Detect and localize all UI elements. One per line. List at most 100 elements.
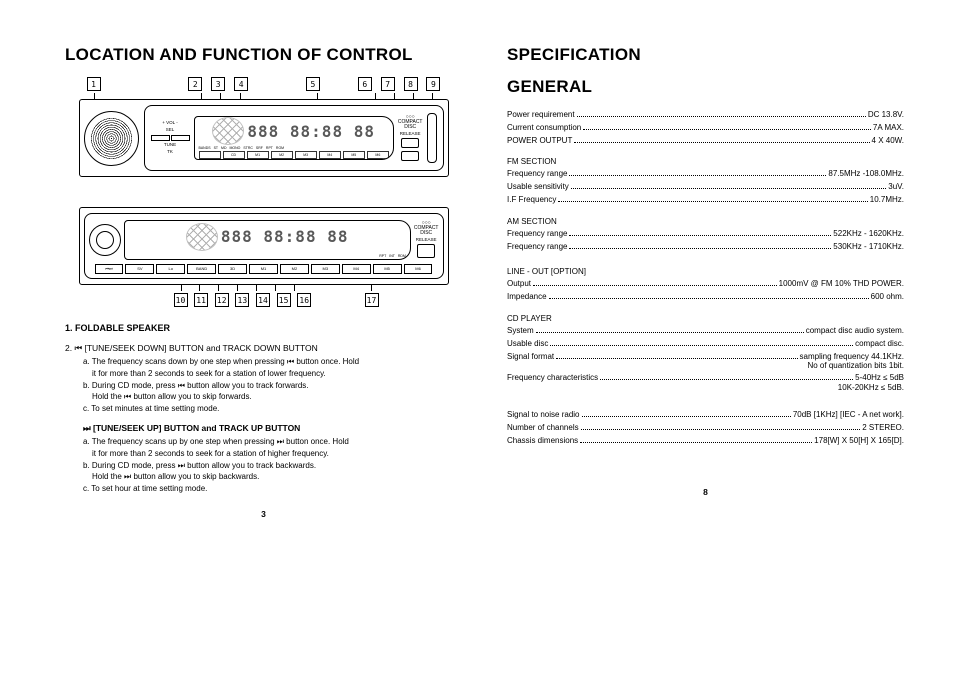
foldable-speaker-icon: [84, 111, 139, 166]
tune-up-button: [171, 135, 190, 141]
cd-logo: ○○○COMPACTDISC: [398, 115, 423, 130]
left-title: LOCATION AND FUNCTION OF CONTROL: [65, 45, 462, 65]
spec-label: Power requirement: [507, 109, 575, 122]
callout: 11: [194, 293, 208, 307]
front-panel: + VOL - SEL TUNE TK 888 88:88 88 B: [144, 105, 444, 171]
spec-row: Signal to noise radio70dB [1KHz] [IEC - …: [507, 409, 904, 422]
spec-label: Chassis dimensions: [507, 435, 578, 448]
callout: 10: [174, 293, 188, 307]
leader-dots: [581, 423, 861, 430]
callout: 6: [358, 77, 372, 91]
spec-label: Signal format: [507, 351, 554, 364]
lcd-display-2: 888 88:88 88 RPT INT RDM: [124, 220, 411, 260]
cd-slot-icon: [427, 113, 437, 163]
panel-button: 3D: [218, 264, 247, 274]
page-number: 8: [507, 487, 904, 497]
general-title: GENERAL: [507, 77, 904, 97]
body-text: it for more than 2 seconds to seek for a…: [65, 449, 462, 460]
section-header: LINE - OUT [OPTION]: [507, 267, 904, 276]
left-button-cluster: + VOL - SEL TUNE TK: [151, 121, 190, 155]
car-stereo-front-view: 888 88:88 88 RPT INT RDM ○○○COMPACTDISC …: [79, 207, 449, 285]
section-header: CD PLAYER: [507, 314, 904, 323]
preset-row: CD M1 M2 M3 M4 M5 M6: [195, 151, 393, 159]
mu-button: [401, 138, 419, 148]
body-text: c. To set hour at time setting mode.: [65, 484, 462, 495]
spec-label: Number of channels: [507, 422, 579, 435]
leader-dots: [583, 123, 871, 130]
spec-row: Number of channels 2 STEREO.: [507, 422, 904, 435]
spec-value: 4 X 40W.: [872, 135, 904, 148]
tick-row-bottom: [79, 285, 449, 291]
body-text: it for more than 2 seconds to seek for a…: [65, 369, 462, 380]
cd-logo: ○○○COMPACTDISC: [414, 221, 439, 236]
spec-block: Output1000mV @ FM 10% THD POWER.Impedanc…: [507, 278, 904, 304]
spec-value: compact disc.: [855, 338, 904, 351]
spec-label: Output: [507, 278, 531, 291]
panel-button: M2: [280, 264, 309, 274]
left-column: LOCATION AND FUNCTION OF CONTROL 1 2 3 4…: [65, 45, 462, 656]
callout: 4: [234, 77, 248, 91]
me-button: [401, 151, 419, 161]
spec-label: Usable disc: [507, 338, 548, 351]
leader-dots: [580, 436, 812, 443]
panel-button: M1: [249, 264, 278, 274]
spec-value: 7A MAX.: [873, 122, 904, 135]
panel-button: BAND: [187, 264, 216, 274]
spec-row: Usable disc compact disc.: [507, 338, 904, 351]
callout: 3: [211, 77, 225, 91]
seven-segment: 888 88:88 88: [247, 122, 375, 141]
front-panel-2: 888 88:88 88 RPT INT RDM ○○○COMPACTDISC …: [84, 213, 444, 279]
panel-button: ⏮⏭: [95, 264, 124, 274]
spec-row: Current consumption7A MAX.: [507, 122, 904, 135]
leader-dots: [533, 279, 777, 286]
body-text: a. The frequency scans down by one step …: [65, 357, 462, 368]
callout: 5: [306, 77, 320, 91]
volume-knob: [89, 224, 121, 256]
right-column: SPECIFICATION GENERAL Power requirementD…: [507, 45, 904, 656]
panel-button: M5: [373, 264, 402, 274]
spec-label: Frequency range: [507, 168, 567, 181]
spec-block: Systemcompact disc audio system.Usable d…: [507, 325, 904, 363]
spec-block: Signal to noise radio70dB [1KHz] [IEC - …: [507, 409, 904, 447]
section-header: AM SECTION: [507, 217, 904, 226]
spec-value: 2 STEREO.: [862, 422, 904, 435]
spec-label: System: [507, 325, 534, 338]
diagram-container: 1 2 3 4 5 6 7 8 9 + VOL - SEL: [79, 77, 449, 307]
spec-list: Power requirement DC 13.8V.Current consum…: [507, 109, 904, 447]
callout: 15: [277, 293, 291, 307]
leader-dots: [582, 410, 791, 417]
panel-button: M4: [342, 264, 371, 274]
spec-value: 178[W] X 50[H] X 165[D].: [814, 435, 904, 448]
leader-dots: [577, 110, 866, 117]
spec-value: 87.5MHz -108.0MHz.: [828, 168, 904, 181]
leader-dots: [569, 169, 826, 176]
leader-dots: [571, 182, 886, 189]
leader-dots: [549, 292, 869, 299]
item-heading: ⏭ [TUNE/SEEK UP] BUTTON and TRACK UP BUT…: [65, 423, 462, 434]
spec-row: Frequency range530KHz - 1710KHz.: [507, 241, 904, 254]
body-text: b. During CD mode, press ⏮ button allow …: [65, 381, 462, 392]
callout: 13: [235, 293, 249, 307]
spec-row: Systemcompact disc audio system.: [507, 325, 904, 338]
leader-dots: [569, 242, 831, 249]
spec-row: Power requirement DC 13.8V.: [507, 109, 904, 122]
body-text: a. The frequency scans up by one step wh…: [65, 437, 462, 448]
callout: 12: [215, 293, 229, 307]
spec-row: POWER OUTPUT4 X 40W.: [507, 135, 904, 148]
spec-label: Signal to noise radio: [507, 409, 580, 422]
callout: 8: [404, 77, 418, 91]
indicator-row: RPT INT RDM: [125, 253, 410, 259]
callout: 7: [381, 77, 395, 91]
spec-value: DC 13.8V.: [868, 109, 904, 122]
spec-note: No of quantization bits 1bit.: [507, 361, 904, 371]
spec-row: I.F Frequency10.7MHz.: [507, 194, 904, 207]
item-heading: 2. ⏮ [TUNE/SEEK DOWN] BUTTON and TRACK D…: [65, 343, 462, 354]
leader-dots: [558, 195, 867, 202]
spec-value: 530KHz - 1710KHz.: [833, 241, 904, 254]
spec-row: Frequency range 87.5MHz -108.0MHz.: [507, 168, 904, 181]
leader-dots: [600, 373, 853, 380]
spec-value: 600 ohm.: [871, 291, 904, 304]
leader-dots: [574, 136, 869, 143]
spec-label: Frequency characteristics: [507, 372, 598, 385]
spec-value: 1000mV @ FM 10% THD POWER.: [779, 278, 904, 291]
